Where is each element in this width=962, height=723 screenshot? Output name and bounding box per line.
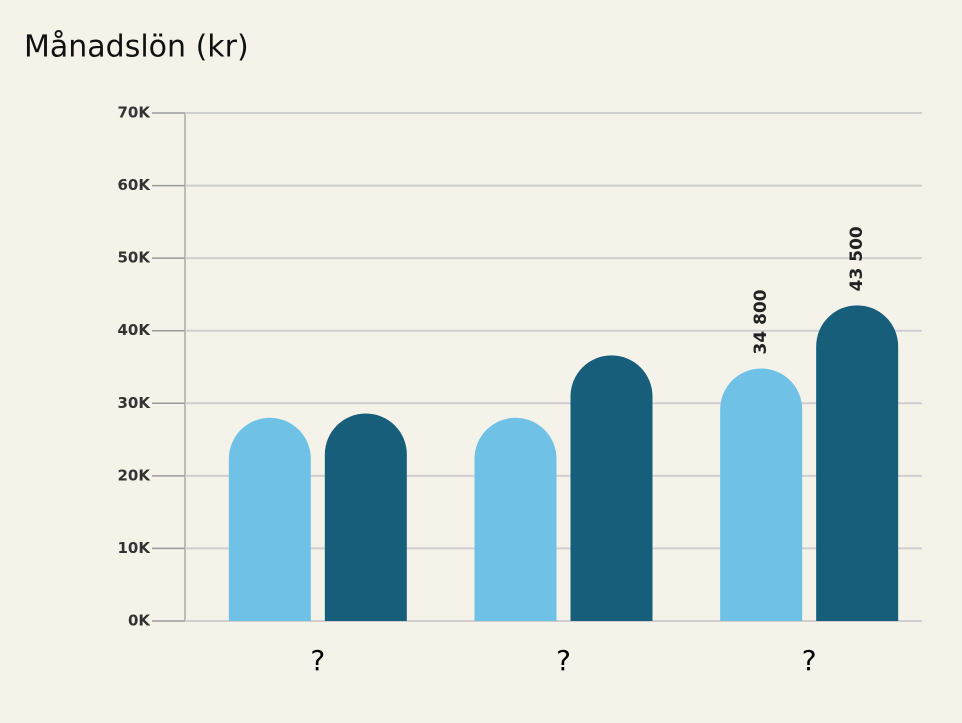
bar [228,417,311,621]
value-label: 34 800 [751,289,771,354]
bar [474,417,557,621]
x-tick-label: ? [802,644,817,677]
value-label: 43 500 [847,226,867,291]
y-tick-label: 60K [118,176,152,194]
bar [324,413,407,621]
y-tick-label: 0K [128,612,151,630]
y-tick-label: 20K [118,466,152,484]
bar [570,355,653,621]
y-tick-label: 10K [118,539,152,557]
y-tick-label: 50K [118,249,152,267]
chart-title: Månadslön (kr) [24,30,249,65]
y-tick-label: 30K [118,394,152,412]
x-tick-label: ? [556,644,571,677]
x-tick-label: ? [310,644,325,677]
bar [720,368,803,621]
y-tick-label: 70K [118,104,152,122]
y-tick-label: 40K [118,321,152,339]
bar [816,305,899,621]
